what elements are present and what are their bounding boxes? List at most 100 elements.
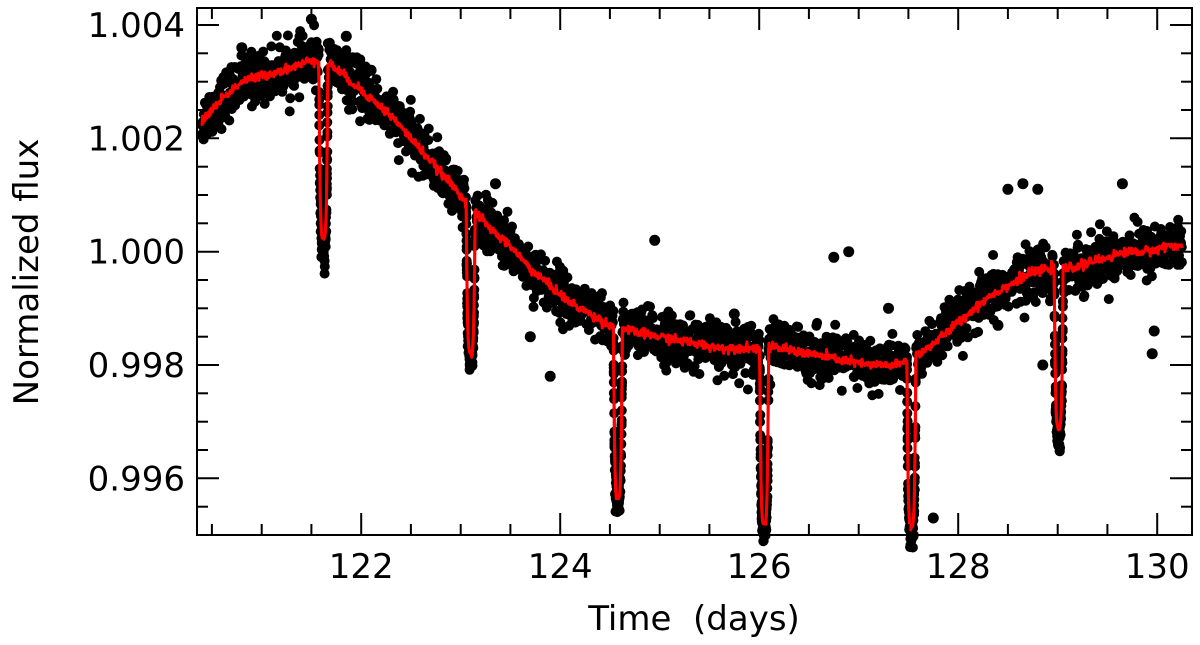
y-tick-label: 0.998 (88, 346, 185, 386)
data-point (754, 335, 765, 345)
outlier-point (1116, 178, 1128, 190)
data-point (393, 155, 404, 166)
data-point (308, 74, 319, 85)
transit-point (464, 359, 475, 370)
data-point (297, 30, 308, 41)
data-point (852, 383, 863, 393)
data-point (405, 106, 416, 117)
data-point (294, 92, 305, 103)
outlier-point (728, 308, 740, 320)
data-point (562, 272, 573, 283)
data-point (900, 343, 911, 354)
transit-point (611, 506, 622, 517)
data-point (719, 370, 730, 381)
transit-point (1054, 446, 1065, 457)
data-point (266, 41, 277, 52)
data-point (459, 183, 470, 194)
data-point (1079, 290, 1090, 301)
outlier-point (340, 30, 352, 42)
transit-point (318, 246, 329, 257)
data-point (973, 326, 984, 337)
data-point (1176, 226, 1187, 237)
outlier-point (1148, 325, 1160, 337)
data-point (942, 341, 953, 352)
x-axis-title: Time (days) (587, 599, 800, 639)
data-point (414, 113, 425, 124)
data-point (806, 378, 817, 389)
outlier-point (992, 319, 1004, 331)
data-point (1132, 216, 1143, 227)
data-point (812, 317, 823, 328)
data-point (937, 350, 948, 361)
data-point (207, 126, 218, 137)
x-tick-label: 124 (528, 547, 593, 587)
outlier-point (828, 251, 840, 263)
data-point (499, 215, 509, 226)
outlier-point (649, 234, 661, 246)
data-point (282, 30, 293, 41)
outlier-point (1146, 348, 1158, 360)
data-point (608, 305, 619, 316)
data-point (246, 46, 257, 57)
data-point (988, 250, 999, 260)
transit-point (319, 255, 330, 266)
outlier-point (1017, 178, 1029, 190)
outlier-point (1092, 263, 1103, 275)
data-point (459, 174, 469, 185)
data-point (1176, 257, 1187, 268)
data-point (319, 268, 330, 279)
data-point (746, 320, 757, 331)
data-point (432, 132, 443, 143)
data-point (685, 310, 696, 321)
data-point (285, 93, 296, 104)
data-point (1125, 270, 1136, 280)
data-point (823, 373, 834, 383)
outlier-point (490, 178, 501, 190)
data-point (502, 206, 513, 217)
outlier-point (843, 246, 855, 258)
data-point (406, 116, 417, 127)
data-point (1030, 297, 1041, 307)
data-point (313, 44, 324, 55)
outlier-point (927, 512, 939, 524)
data-point (1094, 219, 1105, 230)
data-point (666, 310, 677, 321)
data-point (216, 124, 227, 135)
data-point (661, 365, 672, 376)
data-point (692, 319, 703, 330)
data-point (887, 328, 898, 339)
outlier-point (236, 42, 248, 54)
y-tick-label: 1.002 (88, 119, 185, 159)
data-point (441, 153, 452, 164)
y-tick-label: 0.996 (88, 459, 185, 499)
data-point (224, 115, 235, 126)
data-point (507, 221, 517, 232)
y-axis-title: Normalized flux (7, 139, 47, 406)
data-point (957, 350, 968, 361)
transit-point (322, 38, 333, 49)
data-point (865, 335, 876, 346)
data-point (523, 241, 534, 252)
data-point (284, 106, 295, 117)
data-point (742, 384, 753, 395)
data-point (259, 98, 270, 109)
data-point (1040, 242, 1051, 253)
data-point (371, 74, 382, 85)
data-point (793, 321, 804, 332)
data-point (355, 54, 366, 65)
data-point (836, 385, 847, 396)
data-point (540, 255, 551, 266)
data-point (961, 323, 972, 334)
outlier-point (365, 64, 377, 76)
data-point (271, 30, 282, 41)
data-point (528, 301, 539, 312)
data-point (341, 45, 352, 56)
data-point (487, 197, 498, 208)
outlier-point (544, 370, 556, 382)
outlier-point (883, 302, 894, 314)
x-tick-label: 128 (926, 547, 991, 587)
data-point (694, 369, 705, 379)
data-point (347, 104, 358, 115)
data-point (1146, 271, 1157, 282)
data-point (423, 123, 434, 134)
